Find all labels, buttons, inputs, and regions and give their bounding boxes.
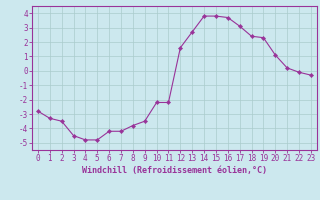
X-axis label: Windchill (Refroidissement éolien,°C): Windchill (Refroidissement éolien,°C) <box>82 166 267 175</box>
